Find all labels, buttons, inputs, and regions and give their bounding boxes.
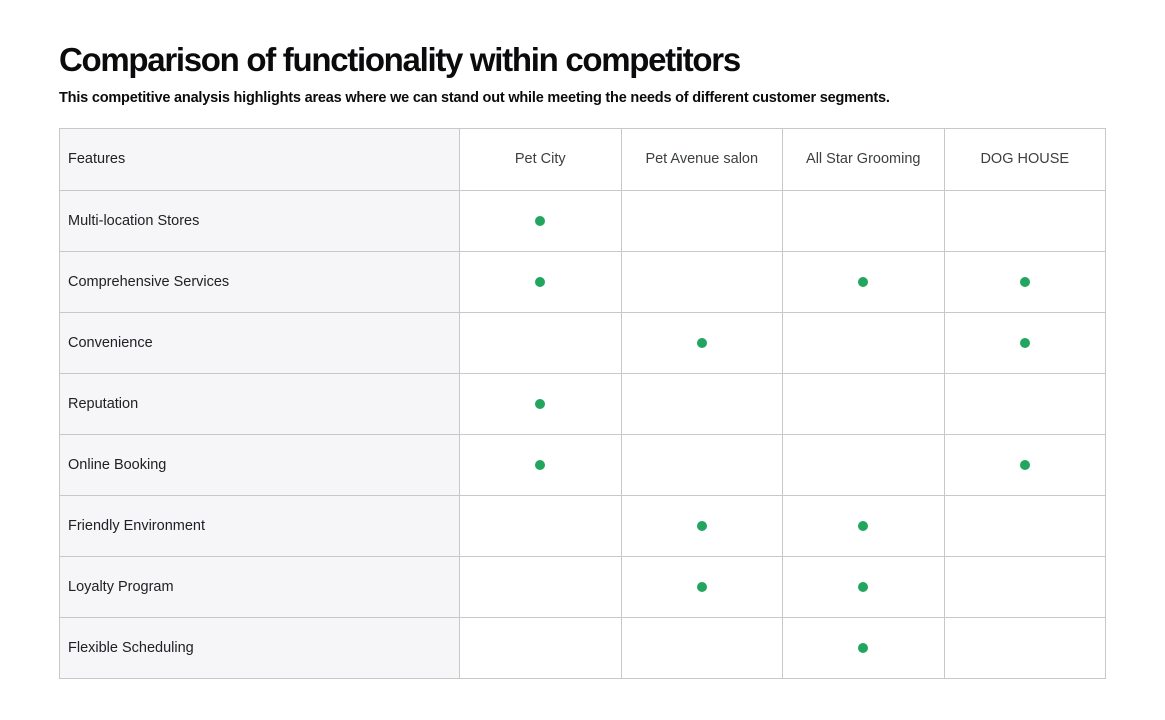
table-row: Friendly Environment [59, 494, 1106, 557]
empty-cell-dog-house [943, 372, 1106, 435]
marked-cell-pet-avenue-salon [620, 494, 783, 557]
empty-cell-all-star-grooming [782, 311, 945, 374]
table-row: Online Booking [59, 433, 1106, 496]
feature-label-comprehensive-services: Comprehensive Services [59, 250, 460, 313]
empty-cell-pet-avenue-salon [620, 433, 783, 496]
marked-cell-pet-city [459, 250, 622, 313]
empty-cell-dog-house [943, 494, 1106, 557]
feature-available-dot-icon [696, 337, 707, 348]
empty-cell-all-star-grooming [782, 372, 945, 435]
empty-cell-dog-house [943, 616, 1106, 679]
feature-label-friendly-environment: Friendly Environment [59, 494, 460, 557]
feature-available-dot-icon [858, 520, 869, 531]
feature-available-dot-icon [1019, 337, 1030, 348]
table-row: Reputation [59, 372, 1106, 435]
empty-cell-all-star-grooming [782, 189, 945, 252]
feature-available-dot-icon [535, 215, 546, 226]
table-row: Convenience [59, 311, 1106, 374]
feature-available-dot-icon [696, 581, 707, 592]
table-header-row: Features Pet City Pet Avenue salon All Sta… [59, 127, 1106, 191]
feature-label-convenience: Convenience [59, 311, 460, 374]
feature-label-multi-location-stores: Multi-location Stores [59, 189, 460, 252]
empty-cell-all-star-grooming [782, 433, 945, 496]
empty-cell-pet-avenue-salon [620, 250, 783, 313]
marked-cell-pet-city [459, 189, 622, 252]
table-row: Comprehensive Services [59, 250, 1106, 313]
feature-label-reputation: Reputation [59, 372, 460, 435]
feature-available-dot-icon [535, 398, 546, 409]
empty-cell-dog-house [943, 189, 1106, 252]
column-header-pet-avenue-salon: Pet Avenue salon [620, 127, 783, 191]
feature-available-dot-icon [1019, 276, 1030, 287]
feature-available-dot-icon [535, 276, 546, 287]
table-row: Loyalty Program [59, 555, 1106, 618]
marked-cell-pet-avenue-salon [620, 311, 783, 374]
table-row: Multi-location Stores [59, 189, 1106, 252]
table-header: Features Pet City Pet Avenue salon All Sta… [59, 127, 1106, 191]
marked-cell-dog-house [943, 311, 1106, 374]
feature-available-dot-icon [858, 276, 869, 287]
marked-cell-dog-house [943, 433, 1106, 496]
marked-cell-all-star-grooming [782, 555, 945, 618]
features-column-header: Features [59, 127, 460, 191]
marked-cell-all-star-grooming [782, 250, 945, 313]
feature-available-dot-icon [1019, 459, 1030, 470]
column-header-all-star-grooming: All Star Grooming [782, 127, 945, 191]
marked-cell-pet-city [459, 372, 622, 435]
column-header-pet-city: Pet City [459, 127, 622, 191]
empty-cell-pet-avenue-salon [620, 616, 783, 679]
marked-cell-pet-avenue-salon [620, 555, 783, 618]
column-header-dog-house: DOG HOUSE [943, 127, 1106, 191]
feature-label-loyalty-program: Loyalty Program [59, 555, 460, 618]
empty-cell-pet-avenue-salon [620, 189, 783, 252]
feature-available-dot-icon [858, 581, 869, 592]
comparison-table: Features Pet City Pet Avenue salon All Sta… [59, 127, 1106, 679]
empty-cell-pet-avenue-salon [620, 372, 783, 435]
empty-cell-pet-city [459, 494, 622, 557]
empty-cell-pet-city [459, 616, 622, 679]
page-subtitle: This competitive analysis highlights are… [59, 90, 890, 107]
page-title: Comparison of functionality within compe… [59, 41, 741, 78]
marked-cell-all-star-grooming [782, 494, 945, 557]
table-row: Flexible Scheduling [59, 616, 1106, 679]
feature-available-dot-icon [696, 520, 707, 531]
table-body: Multi-location Stores Comprehensive Servi… [59, 189, 1106, 679]
empty-cell-dog-house [943, 555, 1106, 618]
feature-label-online-booking: Online Booking [59, 433, 460, 496]
feature-available-dot-icon [858, 642, 869, 653]
empty-cell-pet-city [459, 555, 622, 618]
marked-cell-all-star-grooming [782, 616, 945, 679]
feature-available-dot-icon [535, 459, 546, 470]
feature-label-flexible-scheduling: Flexible Scheduling [59, 616, 460, 679]
marked-cell-pet-city [459, 433, 622, 496]
marked-cell-dog-house [943, 250, 1106, 313]
empty-cell-pet-city [459, 311, 622, 374]
